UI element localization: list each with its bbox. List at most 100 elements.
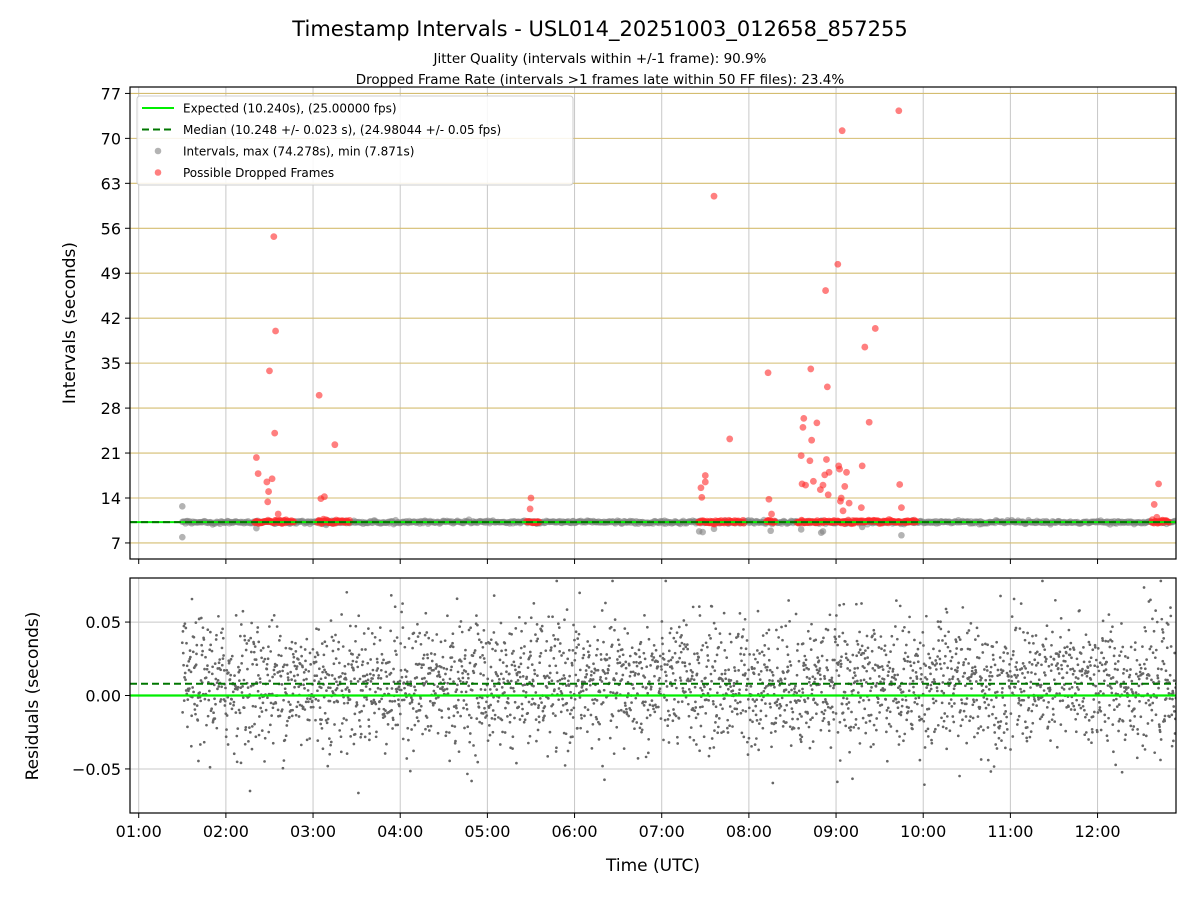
residual-point	[794, 684, 797, 688]
residual-point	[523, 645, 526, 648]
residual-point	[864, 649, 867, 652]
residual-point	[1007, 679, 1011, 682]
residual-point	[605, 653, 609, 656]
dropped-frame-point	[841, 483, 849, 490]
intervals-ytick-label-77: 77	[101, 84, 121, 103]
residual-point	[670, 666, 674, 670]
residual-point	[1032, 641, 1035, 645]
residual-point	[852, 725, 856, 729]
residual-point	[1108, 703, 1111, 707]
residual-point	[758, 678, 762, 681]
residual-point	[789, 700, 792, 704]
residual-point	[1004, 746, 1007, 750]
residual-point	[646, 751, 650, 755]
residual-point	[1144, 629, 1148, 633]
residual-point	[692, 678, 696, 682]
residual-point	[1114, 763, 1118, 767]
residual-point	[286, 676, 290, 679]
residual-point	[407, 637, 411, 640]
residual-point	[292, 655, 296, 659]
residual-point	[1050, 663, 1054, 666]
residual-point	[1030, 671, 1033, 674]
residual-point	[247, 739, 250, 743]
residual-point	[188, 649, 192, 652]
residual-point	[293, 664, 297, 668]
residual-point	[321, 670, 324, 674]
dropped-frame-point	[710, 192, 718, 200]
residual-point	[569, 696, 573, 700]
residual-point	[239, 634, 242, 638]
residual-point	[464, 670, 468, 673]
residual-point	[830, 678, 833, 682]
residual-point	[1048, 688, 1052, 692]
residual-point	[849, 725, 853, 729]
residual-point	[789, 664, 793, 667]
residual-point	[960, 701, 964, 705]
residual-point	[494, 649, 497, 653]
residual-point	[1089, 664, 1092, 667]
residual-point	[1049, 739, 1052, 743]
residual-point	[342, 701, 346, 705]
residual-point	[1017, 696, 1021, 700]
residual-point	[398, 704, 401, 708]
dropped-frame-point	[813, 419, 821, 427]
residual-point	[1009, 657, 1013, 661]
residual-point	[1144, 734, 1148, 738]
residual-point	[1164, 669, 1168, 673]
residual-point	[740, 659, 743, 663]
residual-point	[181, 651, 185, 655]
residual-point	[920, 673, 923, 676]
residual-point	[1141, 645, 1144, 648]
residual-point	[987, 703, 990, 707]
residual-point	[700, 689, 704, 692]
residual-point	[198, 691, 202, 694]
residual-point	[215, 681, 219, 685]
residual-point	[551, 703, 555, 706]
residual-point	[259, 649, 263, 652]
residual-point	[823, 709, 827, 712]
residual-point	[856, 691, 860, 694]
residual-point	[571, 735, 574, 739]
residual-point	[691, 670, 694, 674]
residual-point	[193, 702, 196, 706]
legend-entry-3: Possible Dropped Frames	[183, 166, 334, 180]
residual-point	[297, 658, 300, 661]
residual-point	[832, 686, 835, 690]
residual-point	[968, 679, 972, 683]
residual-point	[642, 651, 646, 655]
residual-point	[1068, 687, 1071, 691]
dropped-frame-point	[800, 414, 808, 422]
residual-point	[652, 707, 655, 711]
residual-point	[222, 669, 226, 672]
residual-point	[615, 725, 619, 729]
residual-point	[217, 614, 220, 618]
residual-point	[566, 708, 569, 712]
residual-point	[515, 761, 518, 765]
residual-point	[652, 656, 656, 659]
residual-point	[681, 661, 684, 664]
residual-point	[210, 649, 214, 653]
residual-point	[722, 611, 726, 615]
residual-point	[378, 626, 382, 629]
residual-point	[1027, 696, 1030, 699]
residual-point	[554, 714, 557, 718]
residual-point	[941, 681, 945, 684]
residual-point	[809, 648, 813, 651]
residual-point	[833, 627, 837, 631]
residual-point	[339, 750, 343, 754]
residual-point	[1094, 684, 1098, 688]
residual-point	[738, 612, 742, 615]
residual-point	[845, 656, 848, 660]
residual-point	[809, 684, 813, 687]
residual-point	[895, 599, 898, 602]
residual-point	[874, 663, 877, 667]
residual-point	[661, 642, 664, 646]
residual-point	[1154, 609, 1158, 612]
residual-point	[664, 670, 667, 674]
residual-point	[840, 702, 844, 706]
residual-point	[716, 725, 720, 729]
residual-point	[788, 660, 792, 663]
residual-point	[217, 685, 221, 688]
residual-point	[422, 653, 426, 657]
residual-point	[825, 666, 829, 669]
